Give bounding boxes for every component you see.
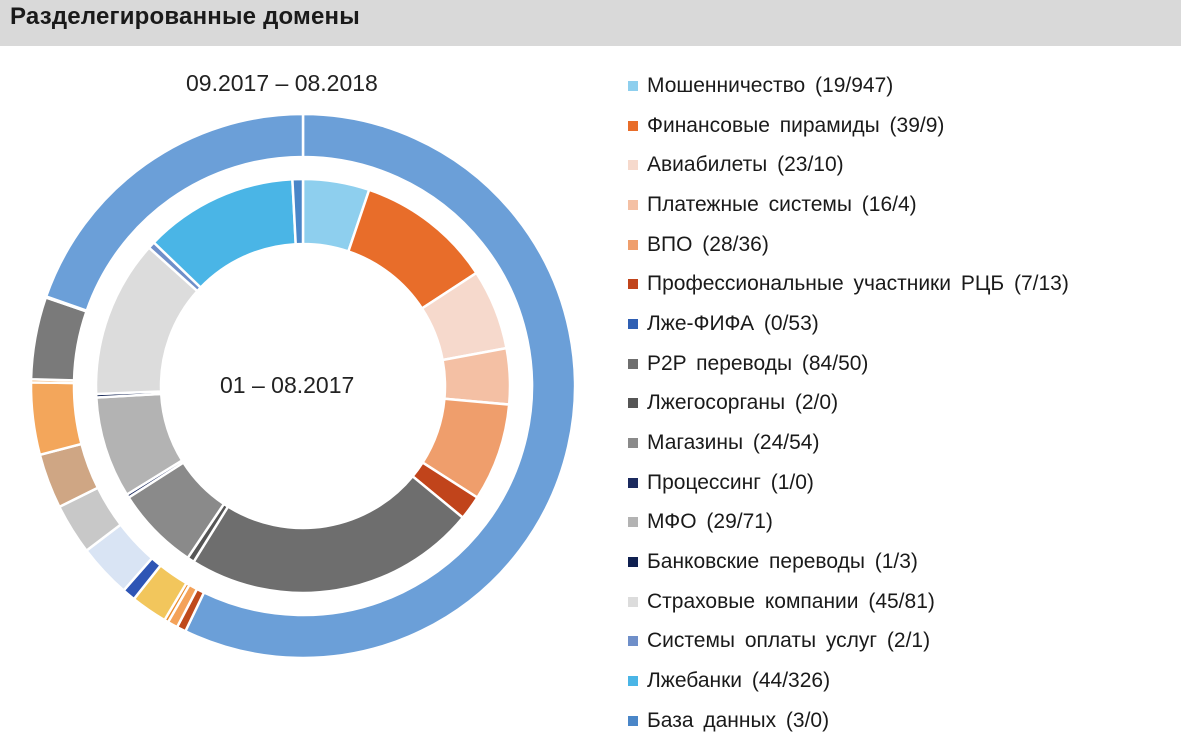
legend-label: Авиабилеты (23/10) (647, 153, 844, 177)
legend-item-лжегосорганы: Лжегосорганы (2/0) (628, 384, 1178, 424)
legend-label: P2P переводы (84/50) (647, 351, 869, 375)
legend-swatch (628, 636, 638, 647)
legend-swatch (628, 477, 638, 488)
legend-item-база-данных: База данных (3/0) (628, 701, 1178, 741)
inner-ring-label: 01 – 08.2017 (220, 372, 355, 398)
legend-item-банковские-переводы: Банковские переводы (1/3) (628, 542, 1178, 582)
legend-swatch (628, 160, 638, 171)
legend-swatch (628, 557, 638, 568)
legend-label: Банковские переводы (1/3) (647, 550, 918, 574)
legend-item-мфо: МФО (29/71) (628, 503, 1178, 543)
outer-slice-мфо (29, 381, 83, 457)
legend-label: Лжебанки (44/326) (647, 669, 831, 693)
legend-item-платежные-системы: Платежные системы (16/4) (628, 185, 1178, 225)
legend-label: Лже-ФИФА (0/53) (647, 311, 819, 335)
legend-swatch (628, 438, 638, 449)
outer-slice-мошенничество (183, 112, 577, 660)
chart-legend: Мошенничество (19/947) Финансовые пирамид… (628, 66, 1178, 741)
legend-item-страховые-компании: Страховые компании (45/81) (628, 582, 1178, 622)
legend-item-лже-фифа: Лже-ФИФА (0/53) (628, 304, 1178, 344)
legend-swatch (628, 715, 638, 726)
legend-swatch (628, 398, 638, 409)
legend-swatch (628, 199, 638, 210)
legend-label: Платежные системы (16/4) (647, 192, 917, 216)
legend-label: Страховые компании (45/81) (647, 589, 935, 613)
legend-item-лжебанки: Лжебанки (44/326) (628, 661, 1178, 701)
page-title: Разделегированные домены (10, 3, 360, 30)
legend-swatch (628, 279, 638, 290)
legend-label: Системы оплаты услуг (2/1) (647, 629, 931, 653)
outer-ring (29, 112, 577, 660)
inner-slice-база-данных (291, 177, 305, 246)
legend-item-профессиональные-участники-рцб: Профессиональные участники РЦБ (7/13) (628, 264, 1178, 304)
legend-item-магазины: Магазины (24/54) (628, 423, 1178, 463)
legend-label: Профессиональные участники РЦБ (7/13) (647, 272, 1069, 296)
legend-swatch (628, 596, 638, 607)
legend-swatch (628, 517, 638, 528)
legend-label: Финансовые пирамиды (39/9) (647, 113, 945, 137)
legend-item-мошенничество: Мошенничество (19/947) (628, 66, 1178, 106)
legend-item-процессинг: Процессинг (1/0) (628, 463, 1178, 503)
legend-label: Магазины (24/54) (647, 431, 820, 455)
legend-swatch (628, 120, 638, 131)
legend-label: Лжегосорганы (2/0) (647, 391, 839, 415)
outer-slice-лжебанки (44, 112, 305, 313)
inner-ring (94, 177, 512, 595)
legend-label: Процессинг (1/0) (647, 470, 814, 494)
legend-swatch (628, 676, 638, 687)
legend-label: ВПО (28/36) (647, 232, 769, 256)
legend-item-финансовые-пирамиды: Финансовые пирамиды (39/9) (628, 106, 1178, 146)
legend-swatch (628, 239, 638, 250)
header-bar: Разделегированные домены (0, 0, 1181, 46)
legend-item-системы-оплаты-услуг: Системы оплаты услуг (2/1) (628, 622, 1178, 662)
legend-item-p2p-переводы: P2P переводы (84/50) (628, 344, 1178, 384)
legend-label: База данных (3/0) (647, 708, 830, 732)
legend-label: МФО (29/71) (647, 510, 773, 534)
legend-item-авиабилеты: Авиабилеты (23/10) (628, 145, 1178, 185)
legend-label: Мошенничество (19/947) (647, 73, 894, 97)
legend-swatch (628, 80, 638, 91)
inner-slice-p2p-переводы (191, 474, 465, 595)
donut-chart (29, 112, 577, 660)
outer-ring-label: 09.2017 – 08.2018 (186, 70, 378, 96)
legend-swatch (628, 318, 638, 329)
legend-item-впо: ВПО (28/36) (628, 225, 1178, 265)
legend-swatch (628, 358, 638, 369)
